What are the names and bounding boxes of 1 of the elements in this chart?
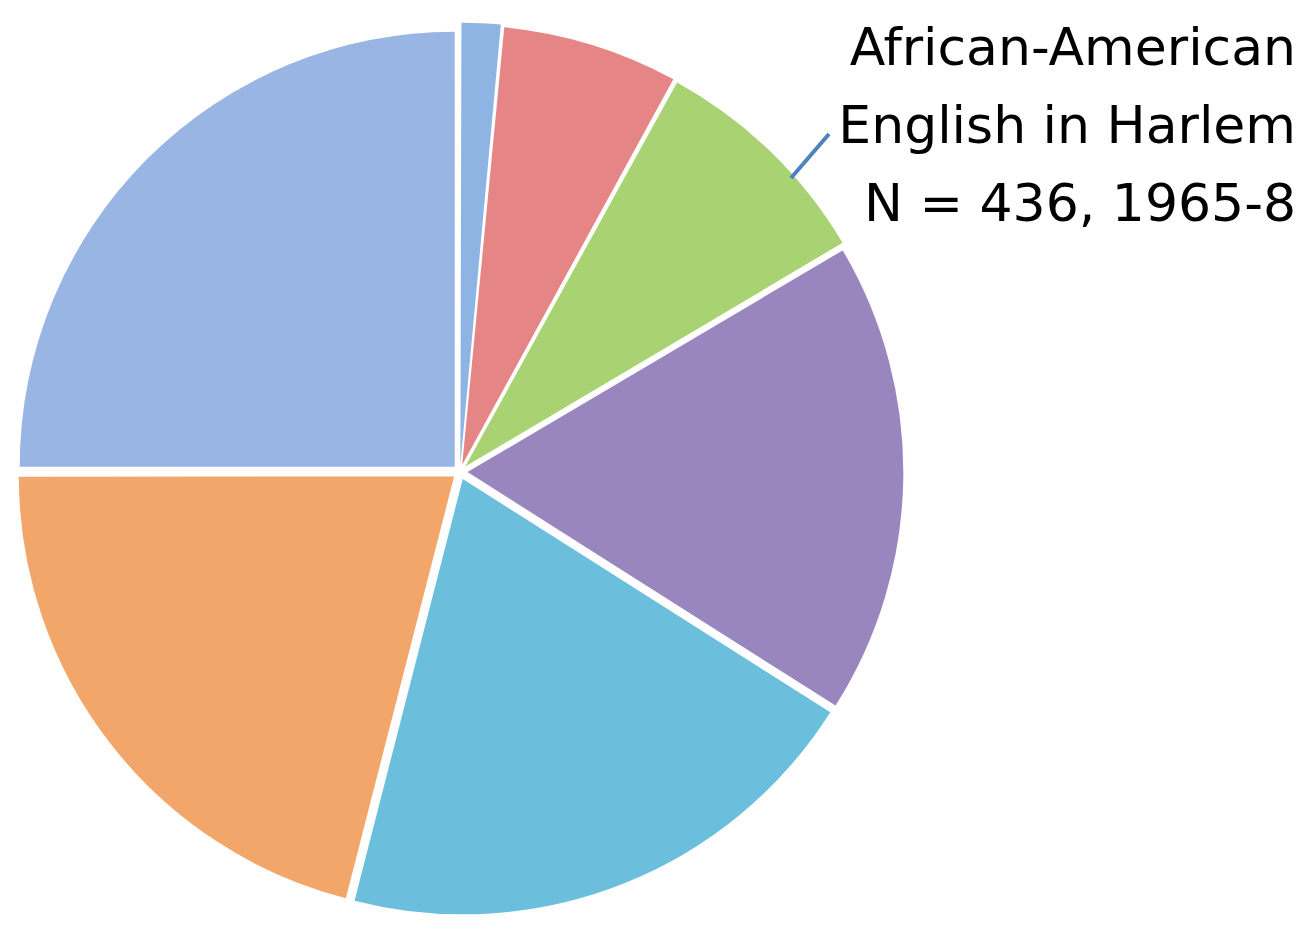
text: African-American English in Harlem N = 436, 1965-8 <box>838 16 1296 235</box>
